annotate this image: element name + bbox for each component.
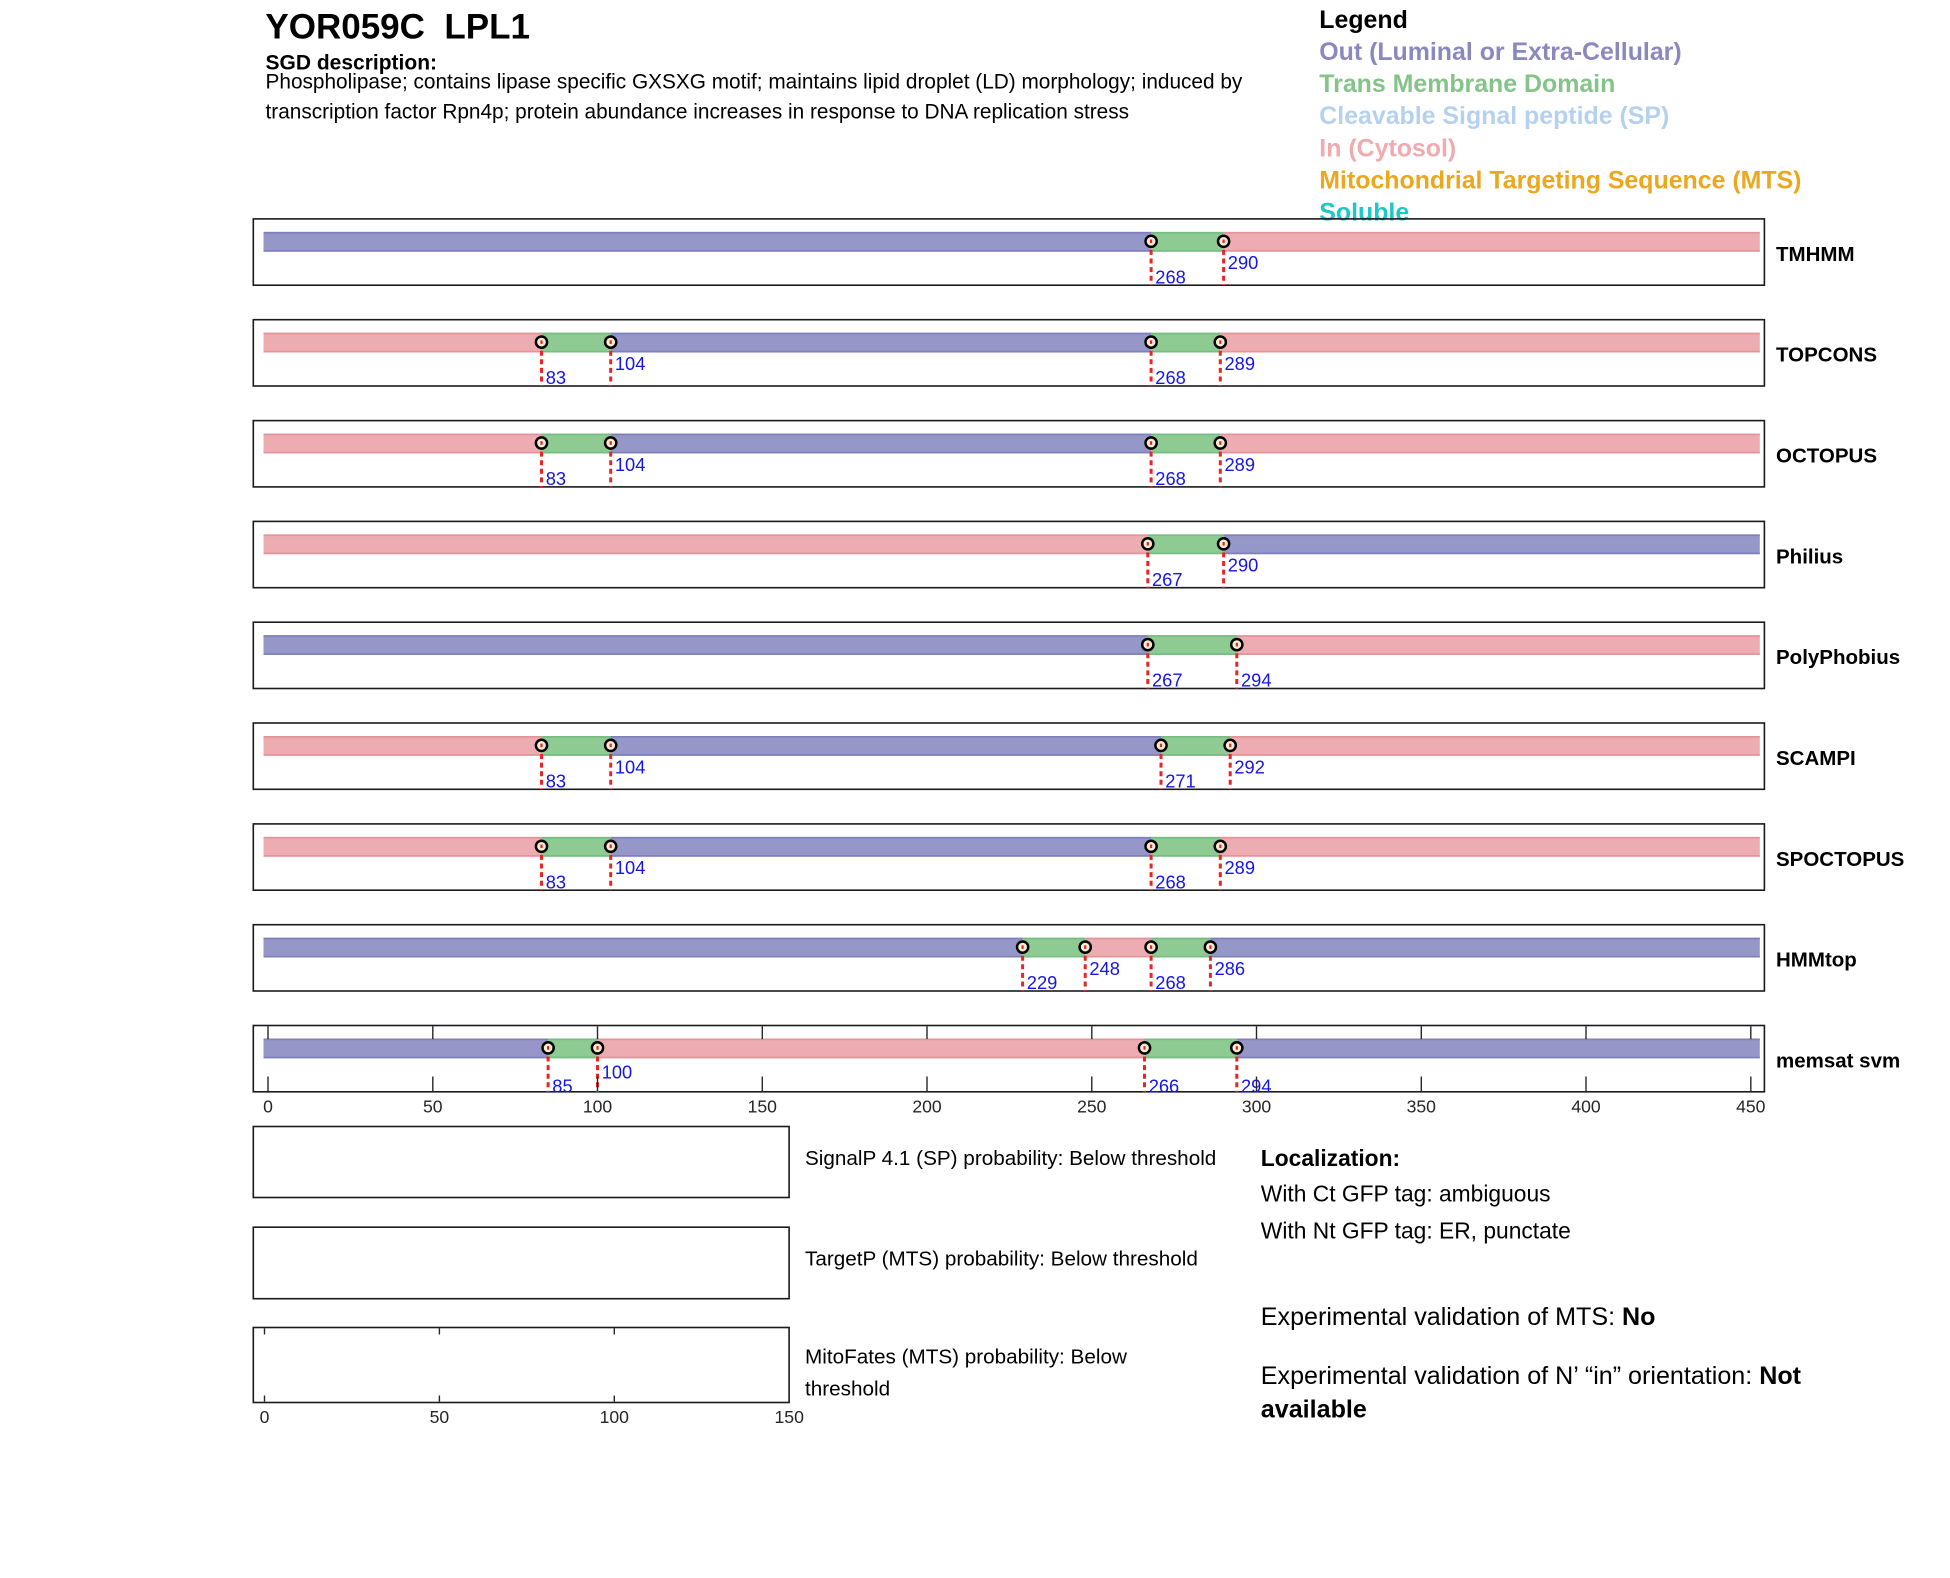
svg-text:150: 150 [775, 1407, 805, 1427]
svg-text:50: 50 [430, 1407, 450, 1427]
svg-text:289: 289 [1225, 353, 1256, 374]
svg-text:Out (Luminal or Extra-Cellular: Out (Luminal or Extra-Cellular) [1319, 38, 1681, 66]
svg-text:100: 100 [602, 1061, 633, 1082]
svg-text:104: 104 [615, 857, 646, 878]
svg-text:OCTOPUS: OCTOPUS [1776, 445, 1877, 468]
svg-text:HMMtop: HMMtop [1776, 949, 1857, 972]
svg-text:289: 289 [1225, 857, 1256, 878]
svg-text:268: 268 [1155, 972, 1186, 993]
svg-text:294: 294 [1241, 670, 1272, 691]
svg-text:286: 286 [1215, 958, 1246, 979]
svg-text:266: 266 [1149, 1076, 1180, 1097]
svg-text:Philius: Philius [1776, 545, 1843, 568]
svg-text:268: 268 [1155, 266, 1186, 287]
svg-text:SCAMPI: SCAMPI [1776, 747, 1856, 770]
svg-text:Experimental validation of N’: Experimental validation of N’ “in” orien… [1261, 1362, 1802, 1390]
svg-text:Mitochondrial Targeting Sequen: Mitochondrial Targeting Sequence (MTS) [1319, 166, 1801, 194]
svg-text:50: 50 [423, 1096, 443, 1116]
svg-text:YOR059C LPL1: YOR059C LPL1 [265, 7, 530, 46]
svg-text:SGD description:: SGD description: [266, 52, 438, 75]
svg-text:400: 400 [1571, 1096, 1601, 1116]
svg-text:0: 0 [263, 1096, 273, 1116]
svg-text:290: 290 [1228, 555, 1259, 576]
svg-text:PolyPhobius: PolyPhobius [1776, 646, 1900, 669]
svg-text:TargetP (MTS) probability: Bel: TargetP (MTS) probability: Below thresho… [805, 1248, 1198, 1271]
svg-text:In (Cytosol): In (Cytosol) [1319, 134, 1456, 162]
svg-text:200: 200 [912, 1096, 942, 1116]
svg-text:memsat svm: memsat svm [1776, 1050, 1900, 1073]
svg-text:Localization:: Localization: [1261, 1145, 1400, 1171]
svg-text:100: 100 [600, 1407, 630, 1427]
svg-text:271: 271 [1165, 771, 1196, 792]
svg-text:Cleavable Signal peptide (SP): Cleavable Signal peptide (SP) [1319, 102, 1669, 130]
svg-text:83: 83 [546, 367, 566, 388]
svg-text:83: 83 [546, 771, 566, 792]
svg-text:transcription factor Rpn4p; pr: transcription factor Rpn4p; protein abun… [266, 101, 1130, 124]
svg-text:SPOCTOPUS: SPOCTOPUS [1776, 848, 1904, 871]
svg-text:85: 85 [552, 1076, 572, 1097]
svg-text:150: 150 [748, 1096, 778, 1116]
svg-text:450: 450 [1736, 1096, 1766, 1116]
svg-text:290: 290 [1228, 252, 1259, 273]
svg-text:268: 268 [1155, 871, 1186, 892]
svg-text:292: 292 [1234, 756, 1265, 777]
svg-text:83: 83 [546, 468, 566, 489]
svg-text:250: 250 [1077, 1096, 1107, 1116]
svg-text:SignalP 4.1 (SP) probability:: SignalP 4.1 (SP) probability: Below thre… [805, 1147, 1216, 1170]
svg-text:threshold: threshold [805, 1378, 890, 1401]
svg-text:268: 268 [1155, 367, 1186, 388]
svg-text:83: 83 [546, 871, 566, 892]
svg-text:104: 104 [615, 353, 646, 374]
svg-text:229: 229 [1027, 972, 1058, 993]
svg-text:Trans Membrane Domain: Trans Membrane Domain [1319, 70, 1615, 98]
svg-text:104: 104 [615, 454, 646, 475]
svg-text:With Ct GFP tag: ambiguous: With Ct GFP tag: ambiguous [1261, 1181, 1551, 1207]
svg-text:0: 0 [260, 1407, 270, 1427]
svg-text:Experimental validation of MTS: Experimental validation of MTS: No [1261, 1303, 1656, 1331]
svg-text:available: available [1261, 1396, 1367, 1424]
svg-text:289: 289 [1225, 454, 1256, 475]
svg-text:With Nt GFP tag: ER, punctate: With Nt GFP tag: ER, punctate [1261, 1218, 1571, 1244]
svg-text:104: 104 [615, 756, 646, 777]
svg-text:Soluble: Soluble [1319, 198, 1409, 226]
svg-text:Legend: Legend [1319, 6, 1408, 34]
svg-text:267: 267 [1152, 569, 1183, 590]
svg-text:TMHMM: TMHMM [1776, 243, 1855, 266]
svg-text:Phospholipase; contains lipase: Phospholipase; contains lipase specific … [266, 71, 1243, 94]
svg-text:TOPCONS: TOPCONS [1776, 344, 1877, 367]
svg-text:267: 267 [1152, 670, 1183, 691]
svg-text:248: 248 [1089, 958, 1120, 979]
svg-text:100: 100 [583, 1096, 613, 1116]
svg-text:MitoFates (MTS) probability: B: MitoFates (MTS) probability: Below [805, 1346, 1127, 1369]
svg-text:268: 268 [1155, 468, 1186, 489]
svg-text:300: 300 [1242, 1096, 1272, 1116]
svg-text:350: 350 [1407, 1096, 1437, 1116]
